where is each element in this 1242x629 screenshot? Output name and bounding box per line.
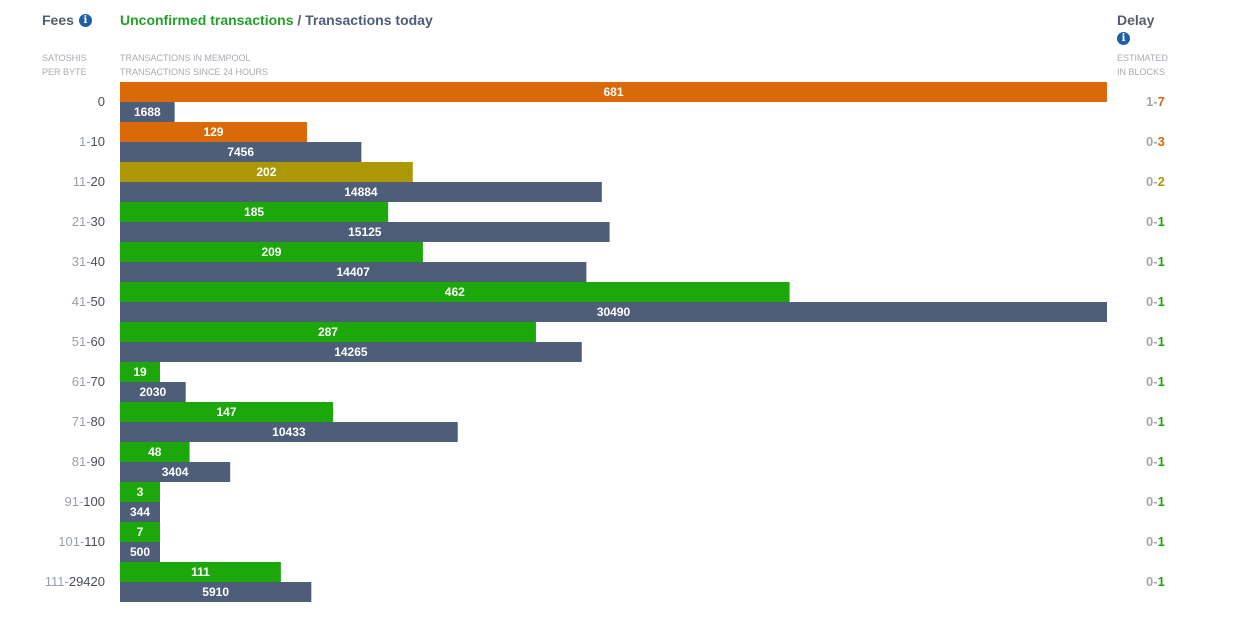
delay-sub-line: ESTIMATED	[1117, 53, 1168, 63]
today-bar	[120, 142, 362, 162]
unconfirmed-value-label: 111	[191, 565, 210, 579]
info-icon[interactable]: i	[78, 13, 92, 27]
delay-estimate-label: 0-1	[1146, 454, 1165, 469]
unconfirmed-bar	[120, 562, 281, 582]
today-value-label: 7456	[227, 145, 254, 159]
today-bar	[120, 502, 160, 522]
today-bar	[120, 182, 602, 202]
unconfirmed-bar	[120, 402, 334, 422]
unconfirmed-value-label: 129	[203, 125, 223, 139]
delay-estimate-label: 0-1	[1146, 574, 1165, 589]
fee-range-label: 31-40	[72, 254, 105, 269]
fee-range-label: 71-80	[72, 414, 105, 429]
tx-sub-line: TRANSACTIONS IN MEMPOOL	[120, 53, 251, 63]
today-value-label: 5910	[202, 585, 229, 599]
tx-subtitle: TRANSACTIONS IN MEMPOOL TRANSACTIONS SIN…	[120, 51, 268, 79]
today-value-label: 3404	[162, 465, 189, 479]
today-bar	[120, 382, 186, 402]
unconfirmed-value-label: 147	[217, 405, 237, 419]
today-value-label: 10433	[272, 425, 306, 439]
today-bar	[120, 102, 175, 122]
today-bar	[120, 422, 458, 442]
unconfirmed-value-label: 3	[137, 485, 144, 499]
fee-range-label: 0	[98, 94, 105, 109]
unconfirmed-value-label: 19	[133, 365, 147, 379]
chart-title: Unconfirmed transactions / Transactions …	[120, 12, 433, 28]
delay-estimate-label: 0-1	[1146, 534, 1165, 549]
unconfirmed-value-label: 185	[244, 205, 264, 219]
unconfirmed-bar	[120, 122, 307, 142]
today-value-label: 2030	[140, 385, 167, 399]
unconfirmed-bar	[120, 82, 1107, 102]
delay-estimate-label: 0-1	[1146, 414, 1165, 429]
unconfirmed-value-label: 48	[148, 445, 162, 459]
unconfirmed-value-label: 287	[318, 325, 338, 339]
delay-estimate-label: 0-1	[1146, 214, 1165, 229]
unconfirmed-bar	[120, 322, 536, 342]
unconfirmed-value-label: 7	[137, 525, 144, 539]
fee-range-label: 101-110	[58, 534, 105, 549]
fees-header: Fees i	[42, 12, 92, 28]
today-value-label: 1688	[134, 105, 161, 119]
unconfirmed-value-label: 209	[261, 245, 281, 259]
info-icon[interactable]: i	[1117, 32, 1130, 45]
unconfirmed-bar	[120, 522, 160, 542]
today-bar	[120, 342, 582, 362]
fees-sub-line: PER BYTE	[42, 67, 87, 77]
fee-range-label: 81-90	[72, 454, 105, 469]
today-value-label: 344	[130, 505, 150, 519]
title-unconfirmed: Unconfirmed transactions	[120, 12, 294, 28]
fee-range-label: 41-50	[72, 294, 105, 309]
fee-range-label: 61-70	[72, 374, 105, 389]
delay-estimate-label: 0-1	[1146, 254, 1165, 269]
delay-estimate-label: 1-7	[1146, 94, 1165, 109]
fees-label: Fees	[42, 12, 74, 28]
unconfirmed-bar	[120, 482, 160, 502]
delay-estimate-label: 0-1	[1146, 374, 1165, 389]
today-bar	[120, 262, 587, 282]
delay-estimate-label: 0-2	[1146, 174, 1165, 189]
title-separator: /	[293, 12, 306, 28]
today-value-label: 15125	[348, 225, 382, 239]
tx-sub-line: TRANSACTIONS SINCE 24 HOURS	[120, 67, 269, 77]
today-value-label: 14265	[334, 345, 368, 359]
delay-estimate-label: 0-1	[1146, 294, 1165, 309]
fee-range-label: 91-100	[65, 494, 106, 509]
unconfirmed-bar	[120, 202, 389, 222]
fee-range-label: 11-20	[73, 174, 105, 189]
delay-label: Delay	[1117, 12, 1155, 28]
unconfirmed-bar	[120, 362, 160, 382]
delay-estimate-label: 0-3	[1146, 134, 1165, 149]
today-value-label: 30490	[597, 305, 631, 319]
unconfirmed-bar	[120, 242, 423, 262]
unconfirmed-bar	[120, 282, 790, 302]
today-value-label: 500	[130, 545, 150, 559]
unconfirmed-bar	[120, 442, 190, 462]
unconfirmed-value-label: 202	[256, 165, 276, 179]
fees-subtitle: SATOSHIS PER BYTE	[42, 51, 87, 79]
delay-subtitle: ESTIMATED IN BLOCKS	[1117, 51, 1168, 79]
delay-estimate-label: 0-1	[1146, 494, 1165, 509]
fee-range-label: 51-60	[72, 334, 105, 349]
unconfirmed-bar	[120, 162, 413, 182]
today-bar	[120, 542, 160, 562]
today-value-label: 14407	[336, 265, 370, 279]
unconfirmed-value-label: 462	[445, 285, 465, 299]
today-value-label: 14884	[344, 185, 378, 199]
delay-estimate-label: 0-1	[1146, 334, 1165, 349]
fee-range-label: 111-29420	[45, 574, 105, 589]
title-today: Transactions today	[305, 12, 433, 28]
today-bar	[120, 302, 1107, 322]
unconfirmed-value-label: 681	[603, 85, 623, 99]
fee-range-label: 21-30	[72, 214, 105, 229]
today-bar	[120, 582, 312, 602]
today-bar	[120, 462, 231, 482]
fees-sub-line: SATOSHIS	[42, 53, 87, 63]
fee-range-label: 1-10	[79, 134, 105, 149]
today-bar	[120, 222, 610, 242]
delay-sub-line: IN BLOCKS	[1117, 67, 1166, 77]
